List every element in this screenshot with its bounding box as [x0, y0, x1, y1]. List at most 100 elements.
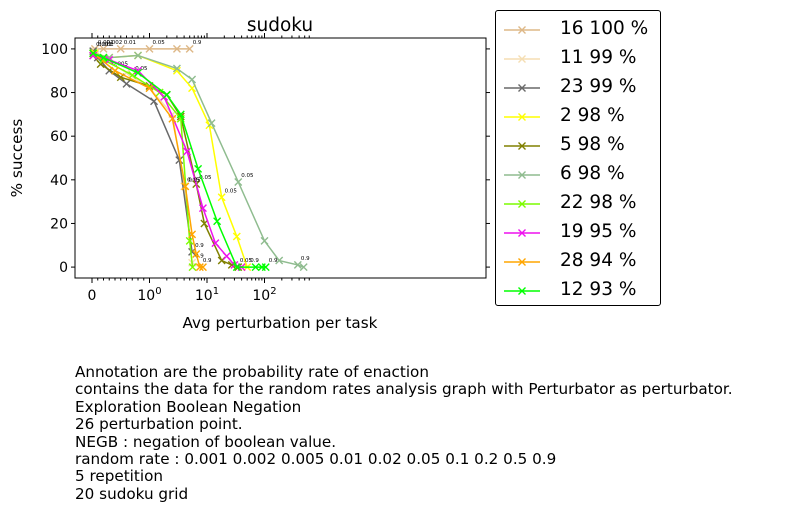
- legend-swatch: [504, 229, 540, 237]
- legend-swatch-marker: [518, 113, 526, 121]
- data-point: [188, 75, 197, 84]
- data-point: [172, 64, 181, 73]
- legend-swatch-marker: [518, 26, 526, 34]
- data-point: [128, 71, 137, 80]
- data-label: 0.05: [187, 177, 200, 183]
- data-point: [134, 51, 142, 60]
- data-point: [185, 44, 194, 53]
- data-point: [134, 68, 142, 77]
- x-tick-label: 102: [252, 286, 276, 304]
- y-tick-label: 40: [50, 173, 68, 189]
- data-point: [211, 239, 220, 248]
- data-point: [261, 263, 270, 272]
- legend-swatch-marker: [518, 55, 526, 63]
- data-point: [232, 232, 241, 241]
- data-point: [232, 263, 241, 272]
- data-point: [195, 263, 204, 272]
- legend-swatch-marker: [518, 229, 526, 237]
- data-label: 0.9: [301, 256, 310, 262]
- series-line: [92, 54, 239, 268]
- y-tick-label: 100: [41, 42, 68, 58]
- legend-label: 6 98 %: [560, 163, 625, 184]
- data-point: [89, 49, 98, 58]
- caption-line: NEGB : negation of boolean value.: [75, 432, 337, 451]
- y-axis-label: % success: [8, 119, 26, 198]
- legend-item: 28 94 %: [496, 248, 662, 277]
- series-line: [92, 54, 242, 268]
- data-label: 0.001: [98, 42, 114, 48]
- caption-block: Annotation are the probability rate of e…: [75, 363, 733, 503]
- data-label: 0.002: [107, 40, 123, 46]
- plot-frame: [74, 37, 487, 279]
- x-tick-exponent: 1: [213, 286, 219, 297]
- data-point: [192, 250, 201, 258]
- caption-line: 26 perturbation point.: [75, 415, 243, 434]
- data-point: [181, 182, 190, 191]
- legend-item: 23 99 %: [496, 74, 662, 103]
- legend-item: 5 98 %: [496, 132, 662, 161]
- legend-swatch: [504, 171, 540, 179]
- data-point: [222, 252, 231, 261]
- data-point: [172, 44, 181, 53]
- data-point: [188, 230, 197, 239]
- data-point: [89, 51, 98, 60]
- legend-swatch: [504, 55, 540, 63]
- legend-swatch-marker: [518, 171, 526, 179]
- data-point: [234, 178, 243, 186]
- legend-label: 16 100 %: [560, 18, 649, 39]
- data-label: 0.05: [188, 177, 201, 183]
- data-point: [162, 90, 171, 99]
- legend-swatch: [504, 287, 540, 295]
- data-point: [168, 114, 177, 123]
- data-point: [99, 53, 108, 62]
- data-label: 0.05: [241, 173, 254, 179]
- data-point: [176, 110, 185, 119]
- caption-line: Exploration Boolean Negation: [75, 397, 302, 416]
- legend-label: 22 98 %: [560, 192, 637, 213]
- legend-label: 11 99 %: [560, 47, 637, 68]
- x-tick-label: 101: [195, 286, 219, 304]
- legend-item: 6 98 %: [496, 161, 662, 190]
- legend-label: 12 93 %: [560, 279, 637, 300]
- data-point: [194, 164, 203, 173]
- data-point: [122, 79, 131, 88]
- legend-swatch: [504, 258, 540, 266]
- data-point: [217, 193, 226, 202]
- data-point: [299, 263, 308, 272]
- legend-swatch-marker: [518, 200, 526, 208]
- series-group: 0.05 0.9: [89, 49, 310, 272]
- data-point: [145, 84, 154, 93]
- series-group: 0.050.9: [90, 49, 259, 272]
- legend-label: 19 95 %: [560, 221, 637, 242]
- data-point: [198, 204, 207, 213]
- data-point: [188, 247, 197, 256]
- data-point: [293, 260, 302, 269]
- data-label: 0.01: [124, 40, 136, 46]
- legend-swatch-marker: [518, 258, 526, 266]
- legend-item: 11 99 %: [496, 45, 662, 74]
- chart-title: sudoku: [247, 15, 313, 36]
- y-tick-label: 20: [50, 216, 68, 232]
- legend-swatch: [504, 200, 540, 208]
- legend-label: 5 98 %: [560, 134, 625, 155]
- legend-label: 28 94 %: [560, 250, 637, 271]
- data-point: [251, 263, 260, 272]
- data-label: 0.05: [225, 188, 238, 194]
- data-point: [185, 236, 194, 245]
- x-tick-label: 100: [137, 286, 161, 304]
- y-tick-label: 0: [59, 260, 68, 276]
- legend-item: 2 98 %: [496, 103, 662, 132]
- data-point: [116, 44, 125, 53]
- data-point: [150, 97, 159, 106]
- x-tick-label: 0: [88, 288, 97, 304]
- y-tick-label: 60: [50, 129, 68, 145]
- data-label: 0.001: [96, 42, 112, 48]
- chart-legend: 16 100 % 11 99 % 23 99 % 2 98 % 5 98 % 6 98 %…: [495, 10, 661, 306]
- legend-label: 23 99 %: [560, 76, 637, 97]
- legend-swatch-marker: [518, 287, 526, 295]
- caption-line: random rate : 0.001 0.002 0.005 0.01 0.0…: [75, 450, 557, 469]
